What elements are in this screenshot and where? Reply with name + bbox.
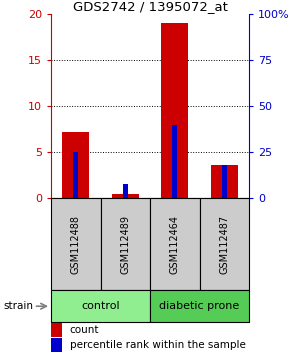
Bar xyxy=(112,194,139,198)
Bar xyxy=(123,183,128,198)
Bar xyxy=(150,290,249,322)
Text: GSM112488: GSM112488 xyxy=(71,215,81,274)
Bar xyxy=(211,165,238,198)
Text: GSM112464: GSM112464 xyxy=(170,215,180,274)
Bar xyxy=(73,152,78,198)
Text: strain: strain xyxy=(3,301,33,311)
Title: GDS2742 / 1395072_at: GDS2742 / 1395072_at xyxy=(73,0,227,13)
Bar xyxy=(100,198,150,290)
Bar xyxy=(172,125,177,198)
Bar xyxy=(161,23,188,198)
Text: count: count xyxy=(70,325,99,335)
Text: GSM112487: GSM112487 xyxy=(219,215,229,274)
Text: diabetic prone: diabetic prone xyxy=(159,301,240,311)
Bar xyxy=(62,132,89,198)
Bar xyxy=(200,198,249,290)
Bar xyxy=(222,165,227,198)
Bar xyxy=(51,198,100,290)
Bar xyxy=(51,323,62,337)
Bar xyxy=(51,290,150,322)
Text: GSM112489: GSM112489 xyxy=(120,215,130,274)
Bar xyxy=(150,198,200,290)
Bar xyxy=(51,338,62,352)
Text: percentile rank within the sample: percentile rank within the sample xyxy=(70,340,246,350)
Text: control: control xyxy=(81,301,120,311)
